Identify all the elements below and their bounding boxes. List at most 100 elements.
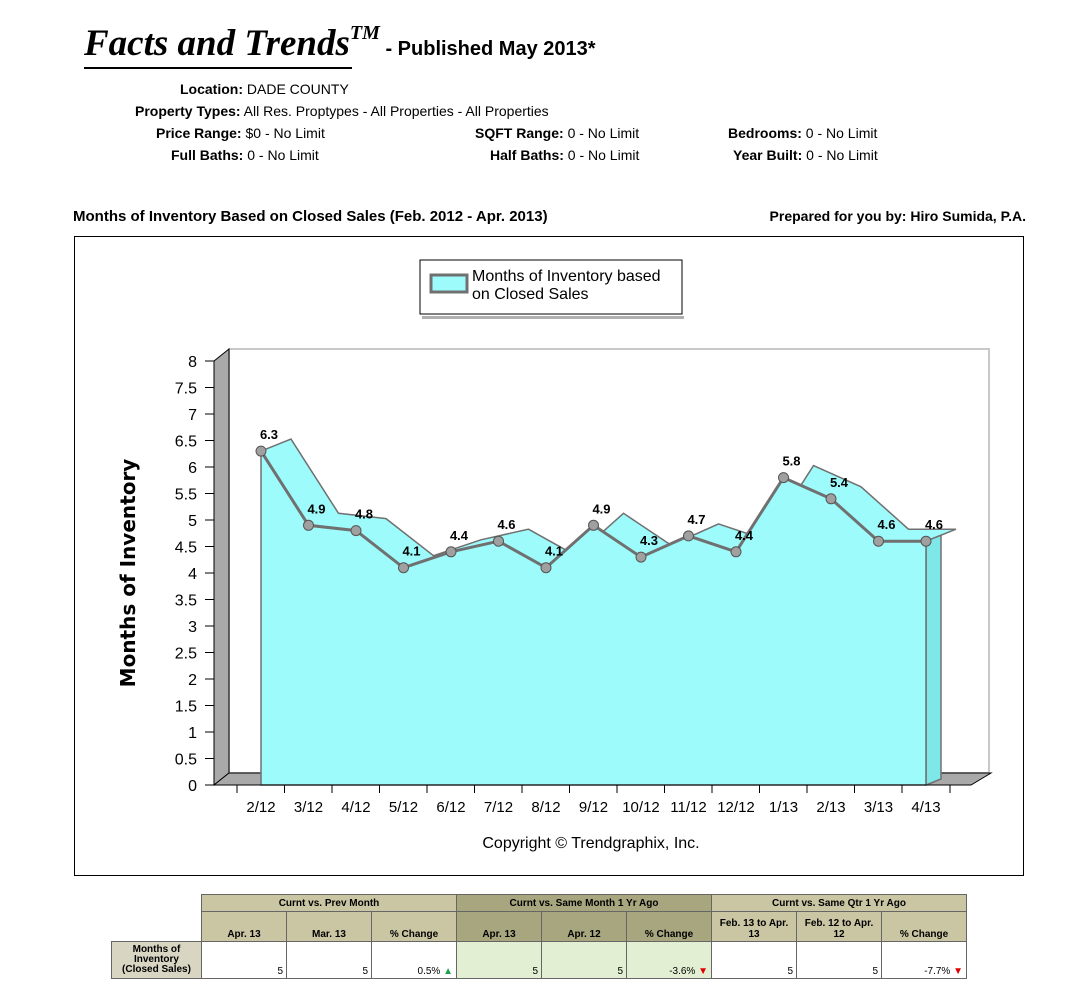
property-types-label: Property Types: [135, 103, 241, 119]
table-cell: 5 [201, 941, 287, 979]
trademark-mark: TM [349, 22, 380, 44]
col-header: % Change [881, 911, 967, 942]
data-point [303, 519, 314, 531]
x-tick-label: 7/12 [484, 799, 513, 816]
y-tick-label: 1.5 [175, 699, 197, 716]
bedrooms-label: Bedrooms: [728, 125, 802, 141]
title-text: Facts and Trends [84, 23, 350, 64]
y-tick-label: 3.5 [175, 593, 197, 610]
criteria-half-baths: Half Baths: 0 - No Limit [490, 147, 639, 163]
criteria-full-baths: Full Baths: 0 - No Limit [171, 147, 319, 163]
y-tick-label: 2.5 [175, 646, 197, 663]
full-baths-label: Full Baths: [171, 147, 244, 163]
data-point [588, 519, 599, 531]
chart-frame: 0 0.5 1 1.5 2 2.5 3 3.5 4 4.5 5 5.5 6 6.5 7 7.5 8 Months … [74, 236, 1024, 876]
criteria-property-types: Property Types: All Res. Proptypes - All… [135, 103, 549, 119]
data-label: 4.6 [877, 517, 895, 532]
y-tick-label: 2 [188, 672, 197, 689]
group-header-same-qtr: Curnt vs. Same Qtr 1 Yr Ago [711, 894, 967, 912]
data-point [683, 530, 694, 542]
x-tick-label: 1/13 [769, 799, 798, 816]
table-cell: 5 [711, 941, 797, 979]
stats-table: Curnt vs. Prev Month Curnt vs. Same Mont… [111, 894, 967, 979]
criteria-price-range: Price Range: $0 - No Limit [156, 125, 325, 141]
y-tick-label: 4 [188, 566, 197, 583]
down-arrow-icon: ▼ [698, 966, 708, 977]
y-tick-label: 5 [188, 513, 197, 530]
price-range-label: Price Range: [156, 125, 242, 141]
location-value: DADE COUNTY [246, 81, 349, 97]
chart-left-wall [213, 347, 230, 787]
data-label: 4.1 [545, 544, 563, 559]
x-tick-label: 12/12 [717, 799, 755, 816]
y-tick-label: 3 [188, 619, 197, 636]
data-label: 4.3 [640, 533, 658, 548]
x-tick-label: 9/12 [579, 799, 608, 816]
data-point [255, 445, 267, 457]
price-range-value: $0 - No Limit [245, 125, 325, 141]
col-header: Apr. 12 [541, 911, 627, 942]
col-header: Feb. 12 to Apr. 12 [796, 911, 882, 942]
property-types-value: All Res. Proptypes - All Properties - Al… [243, 103, 549, 119]
group-header-prev-month: Curnt vs. Prev Month [201, 894, 457, 912]
legend-shadow [422, 316, 684, 319]
y-tick-label: 8 [188, 354, 197, 371]
bedrooms-value: 0 - No Limit [805, 125, 878, 141]
copyright-text: Copyright © Trendgraphix, Inc. [482, 835, 699, 852]
y-tick-label: 0 [188, 778, 197, 795]
table-cell-change: -3.6% ▼ [626, 941, 712, 979]
half-baths-label: Half Baths: [490, 147, 564, 163]
change-value: -3.6% [669, 966, 696, 977]
x-tick-label: 6/12 [436, 799, 465, 816]
group-header-same-month: Curnt vs. Same Month 1 Yr Ago [456, 894, 712, 912]
x-tick-label: 4/13 [911, 799, 940, 816]
location-label: Location: [180, 81, 243, 97]
year-built-value: 0 - No Limit [806, 147, 878, 163]
col-header: Mar. 13 [286, 911, 372, 942]
data-point [873, 535, 884, 547]
data-label: 4.4 [450, 528, 469, 543]
data-point [350, 525, 362, 537]
criteria-sqft-range: SQFT Range: 0 - No Limit [475, 125, 639, 141]
criteria-bedrooms: Bedrooms: 0 - No Limit [728, 125, 877, 141]
data-label: 5.8 [782, 454, 800, 469]
data-label: 4.1 [402, 544, 420, 559]
x-tick-label: 8/12 [531, 799, 560, 816]
legend-label: on Closed Sales [472, 286, 589, 303]
y-tick-label: 7 [188, 407, 197, 424]
down-arrow-icon: ▼ [953, 966, 963, 977]
data-label: 4.8 [355, 507, 373, 522]
area-side-face [925, 534, 942, 787]
report-title: Facts and TrendsTM - Published May 2013* [84, 22, 596, 65]
data-label: 5.4 [830, 475, 849, 490]
up-arrow-icon: ▲ [443, 966, 453, 977]
y-tick-label: 7.5 [175, 381, 197, 398]
data-point [825, 493, 837, 505]
x-tick-label: 5/12 [389, 799, 418, 816]
row-label: Months of Inventory (Closed Sales) [111, 941, 202, 979]
data-point [778, 472, 789, 484]
data-label: 4.7 [687, 512, 705, 527]
legend-label: Months of Inventory based [472, 268, 661, 285]
data-point [635, 551, 647, 563]
x-tick-label: 10/12 [622, 799, 660, 816]
x-tick-label: 11/12 [670, 799, 706, 816]
criteria-location: Location: DADE COUNTY [180, 81, 349, 97]
full-baths-value: 0 - No Limit [247, 147, 319, 163]
year-built-label: Year Built: [733, 147, 803, 163]
col-header: Apr. 13 [456, 911, 542, 942]
sqft-range-value: 0 - No Limit [567, 125, 640, 141]
table-cell: 5 [456, 941, 542, 979]
col-header: % Change [626, 911, 712, 942]
sqft-range-label: SQFT Range: [475, 125, 564, 141]
change-value: 0.5% [417, 966, 441, 977]
data-point [540, 562, 552, 574]
x-tick-label: 3/12 [294, 799, 323, 816]
data-label: 4.6 [925, 517, 943, 532]
y-axis-title: Months of Inventory [116, 459, 140, 688]
col-header: Feb. 13 to Apr. 13 [711, 911, 797, 942]
x-tick-label: 2/13 [816, 799, 845, 816]
legend-swatch [429, 273, 469, 294]
col-header: % Change [371, 911, 457, 942]
table-row: Months of Inventory (Closed Sales) 5 5 0… [111, 941, 967, 979]
